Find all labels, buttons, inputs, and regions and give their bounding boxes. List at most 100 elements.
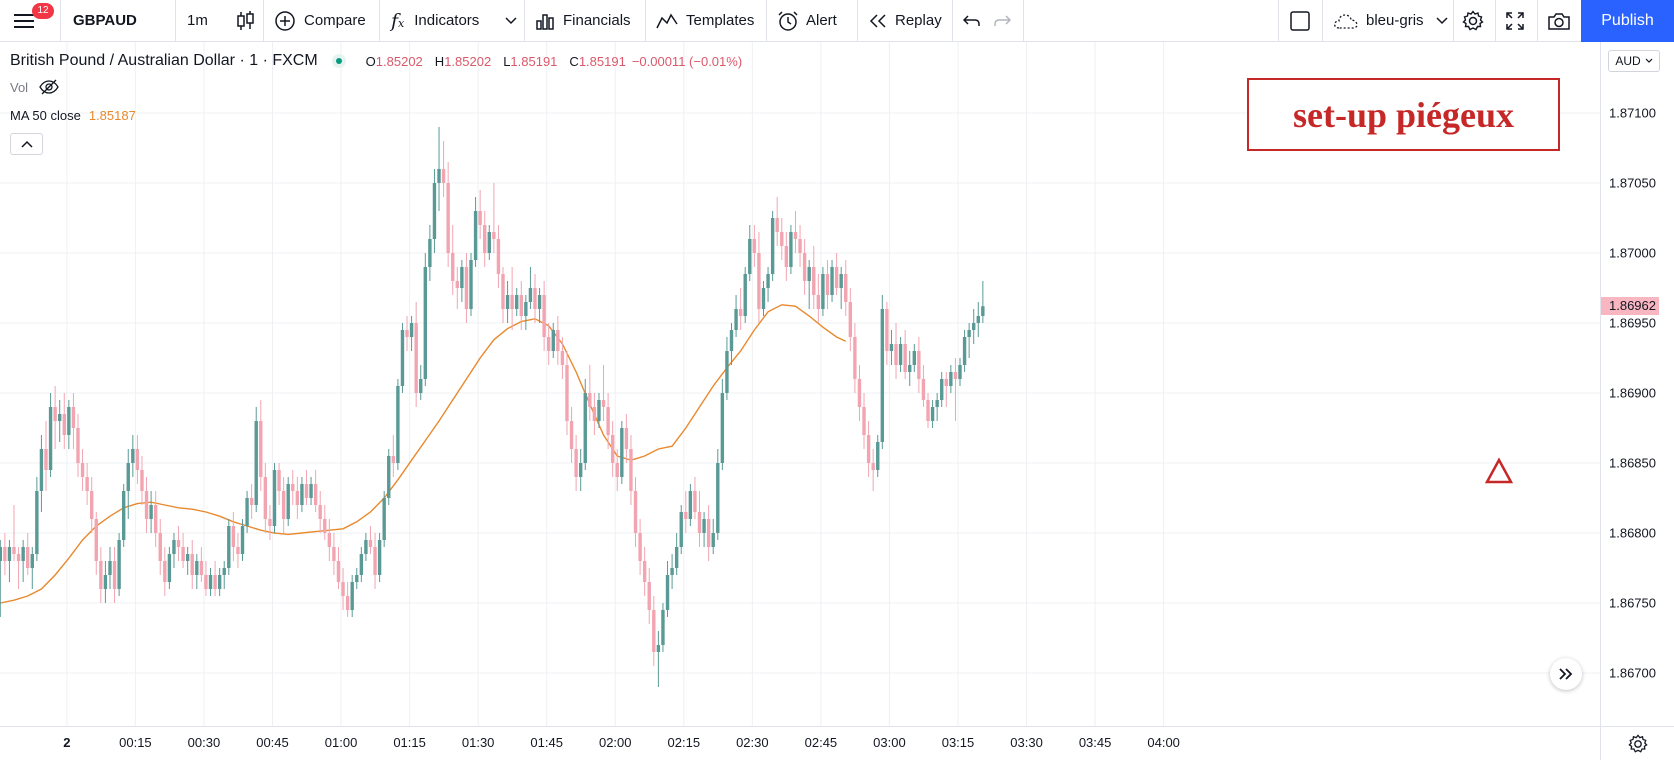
price-chart[interactable] [0,42,1600,726]
ma-label[interactable]: MA 50 close [10,108,81,123]
undo-button[interactable] [963,0,981,41]
replay-button[interactable]: Replay [868,0,942,41]
layout-name-button[interactable]: bleu-gris [1332,0,1448,41]
indicators-button[interactable]: fx Indicators [391,0,479,41]
currency-label: AUD [1615,54,1641,68]
candle [44,421,48,491]
candle [126,449,130,519]
candle-body [578,463,583,477]
candle [217,568,222,596]
candle-body [652,610,656,652]
compare-button[interactable]: Compare [274,0,366,41]
candle [693,477,697,519]
time-tick: 02:45 [804,735,838,750]
candle-body [263,477,268,519]
candle [272,463,277,533]
candle [981,281,985,323]
candle-body [633,491,638,533]
publish-button[interactable]: Publish [1581,0,1674,42]
candle-body [588,393,592,407]
candle [176,526,181,561]
candle [492,183,496,253]
candle-body [67,407,71,435]
candle-body [656,645,661,652]
candle-body [702,519,706,533]
close-value: 1.85191 [578,53,626,69]
candle [780,218,784,260]
vol-label[interactable]: Vol [10,79,29,95]
candle [716,449,720,540]
candle [953,358,958,421]
candle-body [172,540,176,554]
candle [16,547,21,589]
candle-body [592,407,597,421]
candle-body [665,575,670,610]
menu-button[interactable] [14,0,36,41]
chart-type-button[interactable] [236,0,256,41]
candle [935,393,939,421]
candle [684,491,688,533]
annotation-box[interactable]: set-up piégeux [1247,78,1560,151]
candle-body [738,309,743,316]
time-axis[interactable]: 2 00:15 00:30 00:45 01:00 01:15 01:30 01:45 02:0… [0,726,1600,760]
candle [245,491,249,533]
interval-button[interactable]: 1m [187,12,208,29]
bar-chart-icon [536,13,554,30]
candle [90,477,94,533]
financials-button[interactable]: Financials [535,0,631,41]
axis-settings-button[interactable] [1600,726,1674,760]
eye-hidden-icon[interactable] [38,79,60,95]
candle [108,547,112,589]
time-tick: 02:00 [598,735,632,750]
settings-button[interactable] [1462,0,1484,41]
candle [163,547,167,596]
candle-body [706,519,711,547]
candle-body [620,428,624,477]
candle [140,456,144,505]
candle-body [16,554,21,561]
symbol-search[interactable]: GBPAUD [73,12,137,29]
candle-body [149,505,153,519]
candle-body [327,533,332,547]
candle [99,547,103,603]
candle [743,267,747,323]
candle-body [94,519,98,561]
symbol-title[interactable]: British Pound / Australian Dollar · 1 · … [10,52,318,69]
candle-body [185,554,190,561]
candle [972,309,976,344]
candle [889,330,894,365]
candle-body [757,253,761,309]
fullscreen-button[interactable] [1505,0,1525,41]
candle [144,477,149,533]
alert-button[interactable]: Alert [777,0,837,41]
time-tick: 00:15 [119,735,152,750]
candle [281,477,286,533]
candle-body [300,484,304,505]
candle-body [90,491,94,519]
scroll-to-realtime-button[interactable] [1550,658,1582,690]
templates-button[interactable]: Templates [656,0,754,41]
candle [921,365,926,407]
candle-body [515,295,519,309]
candle-body [670,568,674,575]
candle-body [441,169,446,183]
candle-body [898,344,903,365]
layout-toggle-button[interactable] [1289,0,1311,41]
candle-body [446,183,450,253]
indicators-dropdown[interactable] [505,0,517,41]
candle-body [131,449,135,463]
candle-body [624,428,629,449]
candle-body [414,323,418,393]
price-axis[interactable]: AUD 1.87100 1.87050 1.87000 1.86950 1.86900 1… [1600,42,1674,726]
currency-button[interactable]: AUD [1608,50,1660,72]
candle [387,449,391,505]
candle-body [821,274,825,309]
candle [510,267,514,330]
candle-body [176,540,181,547]
candle-body [789,232,793,267]
redo-button[interactable] [993,0,1011,41]
candle [0,540,3,617]
snapshot-button[interactable] [1547,0,1571,41]
collapse-legend-button[interactable] [10,133,43,155]
candle-body [373,547,377,575]
